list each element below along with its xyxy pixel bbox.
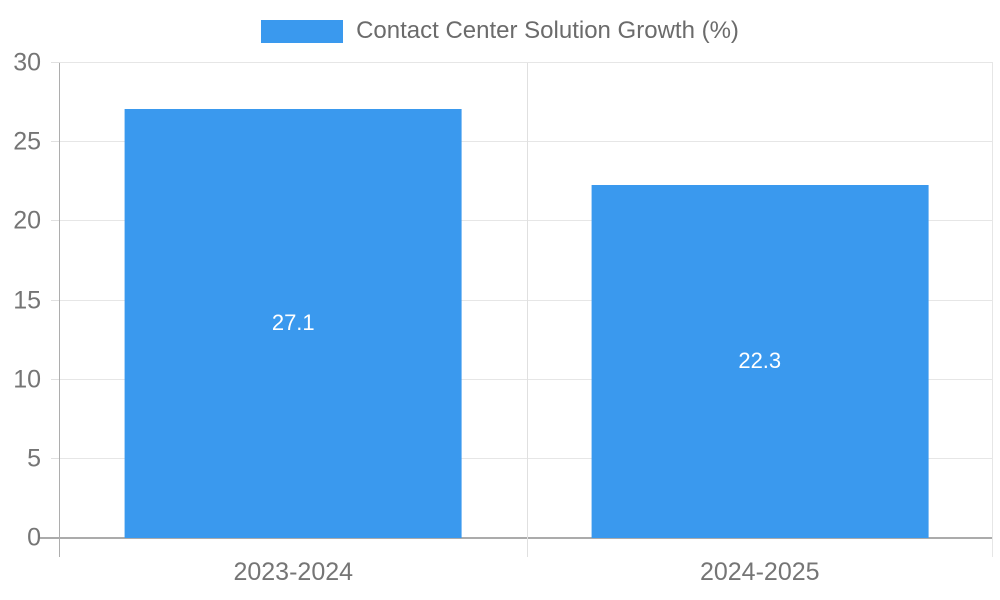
x-axis-label: 2023-2024	[233, 558, 354, 586]
y-tick-mark	[51, 220, 60, 222]
h-gridline	[60, 62, 993, 63]
legend-swatch	[261, 19, 344, 43]
category-divider-line	[526, 63, 528, 557]
plot-right-border	[992, 63, 993, 557]
y-tick-label: 25	[13, 127, 41, 156]
category-band: 22.3	[527, 63, 994, 538]
y-tick-mark	[51, 457, 60, 459]
y-tick-mark	[51, 141, 60, 143]
legend[interactable]: Contact Center Solution Growth (%)	[0, 17, 1000, 45]
category-band: 27.1	[60, 63, 527, 538]
y-tick-label: 5	[27, 444, 41, 473]
bar-2024-2025[interactable]: 22.3	[591, 184, 929, 538]
zero-axis-line	[40, 537, 993, 539]
bar-value-label: 27.1	[271, 310, 315, 336]
y-tick-mark	[51, 299, 60, 301]
y-tick-label: 30	[13, 48, 41, 77]
x-axis-labels: 2023-2024 2024-2025	[60, 557, 993, 587]
x-axis-label: 2024-2025	[699, 558, 820, 586]
bars-layer: 27.1 22.3	[60, 63, 993, 538]
y-axis-line	[59, 63, 60, 557]
y-tick-mark	[51, 378, 60, 380]
legend-label: Contact Center Solution Growth (%)	[356, 17, 739, 44]
y-tick-label: 15	[13, 286, 41, 314]
y-tick-label: 0	[27, 523, 41, 552]
bar-value-label: 22.3	[738, 348, 782, 374]
y-tick-mark	[51, 62, 60, 63]
plot-area: 0 5 10 15 20 25 30 27.1 22.3	[13, 50, 993, 557]
y-tick-label: 10	[13, 365, 41, 394]
bar-2023-2024[interactable]: 27.1	[124, 108, 462, 538]
y-tick-label: 20	[13, 206, 41, 235]
